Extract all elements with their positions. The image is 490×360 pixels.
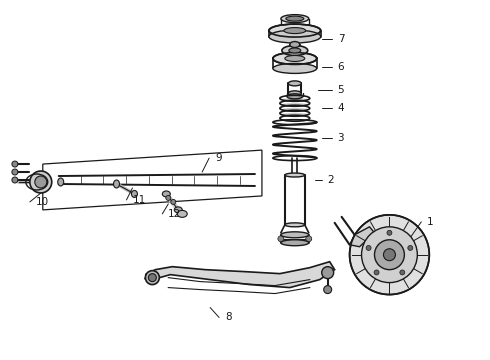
Circle shape: [12, 177, 18, 183]
Circle shape: [324, 285, 332, 293]
Ellipse shape: [281, 240, 309, 246]
Ellipse shape: [286, 16, 304, 21]
Ellipse shape: [287, 94, 303, 99]
Circle shape: [278, 236, 284, 242]
Circle shape: [12, 169, 18, 175]
Text: 10: 10: [36, 197, 49, 207]
Text: 3: 3: [338, 133, 344, 143]
Ellipse shape: [281, 232, 309, 238]
Circle shape: [30, 171, 52, 193]
Circle shape: [35, 176, 47, 188]
Ellipse shape: [280, 103, 310, 106]
Ellipse shape: [285, 223, 305, 227]
Ellipse shape: [273, 53, 317, 64]
Ellipse shape: [288, 91, 301, 96]
Ellipse shape: [114, 180, 120, 188]
Ellipse shape: [280, 113, 310, 116]
Ellipse shape: [162, 191, 171, 197]
Ellipse shape: [273, 63, 317, 73]
Ellipse shape: [131, 190, 137, 197]
Ellipse shape: [281, 15, 309, 23]
Circle shape: [400, 270, 405, 275]
Ellipse shape: [288, 81, 301, 86]
Ellipse shape: [290, 41, 300, 48]
Ellipse shape: [174, 207, 182, 213]
Ellipse shape: [282, 45, 308, 55]
Text: 9: 9: [215, 153, 222, 163]
Circle shape: [374, 270, 379, 275]
Ellipse shape: [284, 28, 306, 33]
Ellipse shape: [146, 271, 159, 285]
Circle shape: [322, 267, 334, 279]
Text: 8: 8: [225, 312, 232, 323]
Ellipse shape: [269, 24, 321, 37]
Text: 1: 1: [427, 217, 434, 227]
Ellipse shape: [285, 173, 305, 177]
Circle shape: [166, 195, 171, 201]
Circle shape: [387, 230, 392, 235]
Text: 2: 2: [328, 175, 334, 185]
Polygon shape: [349, 227, 374, 247]
Circle shape: [374, 240, 404, 270]
Text: 7: 7: [338, 33, 344, 44]
Circle shape: [362, 227, 417, 283]
Circle shape: [12, 161, 18, 167]
Text: 12: 12: [168, 209, 182, 219]
Circle shape: [148, 274, 156, 282]
Circle shape: [408, 246, 413, 251]
Ellipse shape: [58, 178, 64, 186]
Text: 6: 6: [338, 62, 344, 72]
Text: 5: 5: [338, 85, 344, 95]
Circle shape: [349, 215, 429, 294]
Circle shape: [366, 246, 371, 251]
Ellipse shape: [269, 30, 321, 43]
Polygon shape: [146, 262, 335, 288]
Circle shape: [306, 236, 312, 242]
Text: 4: 4: [338, 103, 344, 113]
Ellipse shape: [177, 210, 187, 217]
Ellipse shape: [280, 108, 310, 111]
Text: 11: 11: [132, 195, 146, 205]
Ellipse shape: [280, 98, 310, 101]
Ellipse shape: [289, 48, 301, 53]
Circle shape: [384, 249, 395, 261]
Ellipse shape: [285, 55, 305, 62]
Circle shape: [171, 199, 176, 204]
